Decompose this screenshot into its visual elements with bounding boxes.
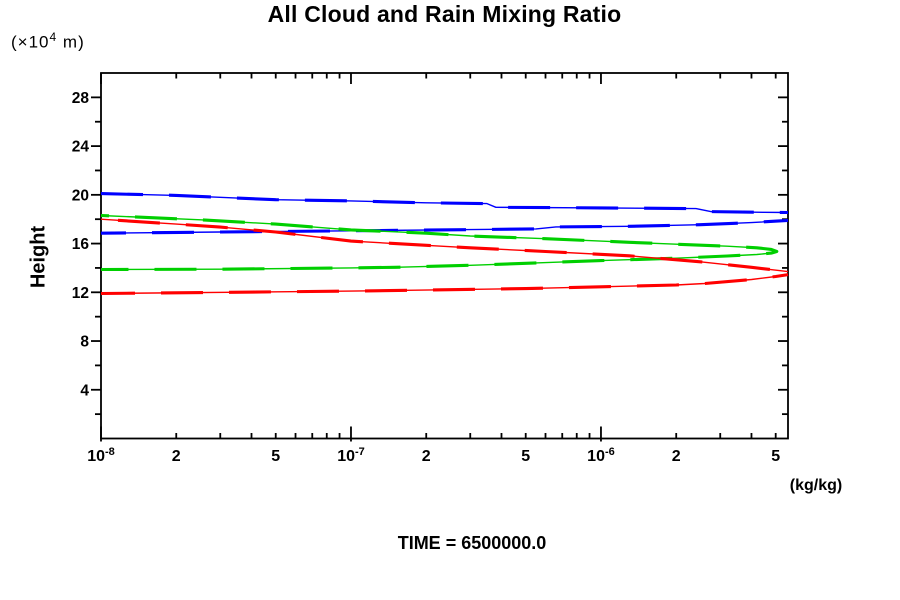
x-tick-label: 10-7 (337, 446, 365, 465)
y-tick-label: 8 (80, 334, 89, 351)
x-tick-label: 10-8 (87, 446, 115, 465)
plot-box (100, 72, 789, 440)
x-tick-label: 2 (172, 448, 181, 465)
y-tick-label: 20 (72, 187, 89, 204)
series-line-dash-blue-upper-branch (100, 192, 789, 215)
series-line-dash-green-loop (100, 213, 779, 272)
y-tick-label: 28 (72, 90, 90, 107)
series-line-green-loop (100, 214, 778, 271)
chart-title: All Cloud and Rain Mixing Ratio (267, 1, 622, 27)
y-tick-label: 24 (72, 139, 90, 156)
time-caption: TIME = 6500000.0 (397, 533, 547, 553)
x-tick-label: 5 (521, 448, 530, 465)
y-axis-unit-label: (×104 m) (11, 30, 85, 53)
y-axis-unit-exponent: 4 (49, 30, 58, 44)
series-line-dash-blue-lower-branch (100, 218, 789, 235)
x-tick-label: 10-6 (587, 446, 615, 465)
y-tick-label: 16 (72, 236, 90, 253)
x-tick-label: 5 (771, 448, 780, 465)
y-tick-label: 4 (80, 382, 89, 399)
y-axis-unit-suffix: m) (57, 32, 85, 52)
x-axis-unit-label: (kg/kg) (789, 477, 843, 494)
x-tick-label: 5 (271, 448, 280, 465)
series-line-dash-red-upper-branch (100, 217, 789, 274)
x-tick-label: 2 (672, 448, 681, 465)
y-tick-label: 12 (72, 285, 89, 302)
series-line-dash-red-lower-branch (100, 273, 789, 296)
x-tick-label: 2 (422, 448, 431, 465)
y-axis-unit-prefix: (×10 (11, 32, 50, 52)
